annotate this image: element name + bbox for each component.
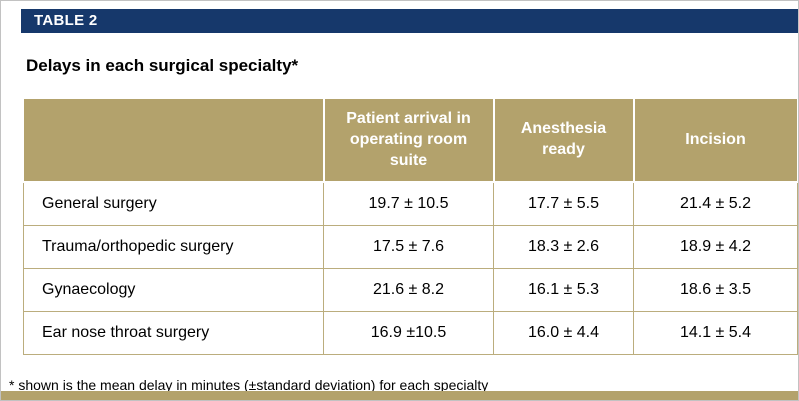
table-header-row: Patient arrival in operating room suite … — [23, 96, 798, 184]
cell-value: 14.1 ± 5.4 — [633, 310, 798, 355]
table-number-bar: TABLE 2 — [21, 9, 798, 33]
table-row: General surgery 19.7 ± 10.5 17.7 ± 5.5 2… — [23, 181, 798, 226]
row-label: Gynaecology — [23, 267, 324, 312]
cell-value: 18.6 ± 3.5 — [633, 267, 798, 312]
table-number-label: TABLE 2 — [34, 12, 98, 29]
table-row: Ear nose throat surgery 16.9 ±10.5 16.0 … — [23, 310, 798, 355]
cell-value: 19.7 ± 10.5 — [323, 181, 494, 226]
column-header-patient-arrival: Patient arrival in operating room suite — [322, 96, 495, 184]
column-header-anesthesia-ready: Anesthesia ready — [492, 96, 635, 184]
cell-value: 18.9 ± 4.2 — [633, 224, 798, 269]
footnote: * shown is the mean delay in minutes (±s… — [9, 376, 489, 393]
bottom-accent-bar — [1, 391, 798, 400]
delays-table: Patient arrival in operating room suite … — [23, 96, 798, 355]
column-header-incision: Incision — [632, 96, 798, 184]
row-label: Trauma/orthopedic surgery — [23, 224, 324, 269]
cell-value: 16.0 ± 4.4 — [493, 310, 634, 355]
cell-value: 17.5 ± 7.6 — [323, 224, 494, 269]
corner-cell — [23, 96, 325, 184]
row-label: Ear nose throat surgery — [23, 310, 324, 355]
cell-value: 16.9 ±10.5 — [323, 310, 494, 355]
cell-value: 17.7 ± 5.5 — [493, 181, 634, 226]
table-row: Trauma/orthopedic surgery 17.5 ± 7.6 18.… — [23, 224, 798, 269]
table-row: Gynaecology 21.6 ± 8.2 16.1 ± 5.3 18.6 ±… — [23, 267, 798, 312]
row-label: General surgery — [23, 181, 324, 226]
cell-value: 21.6 ± 8.2 — [323, 267, 494, 312]
cell-value: 21.4 ± 5.2 — [633, 181, 798, 226]
cell-value: 18.3 ± 2.6 — [493, 224, 634, 269]
cell-value: 16.1 ± 5.3 — [493, 267, 634, 312]
table-title: Delays in each surgical specialty* — [26, 56, 299, 75]
